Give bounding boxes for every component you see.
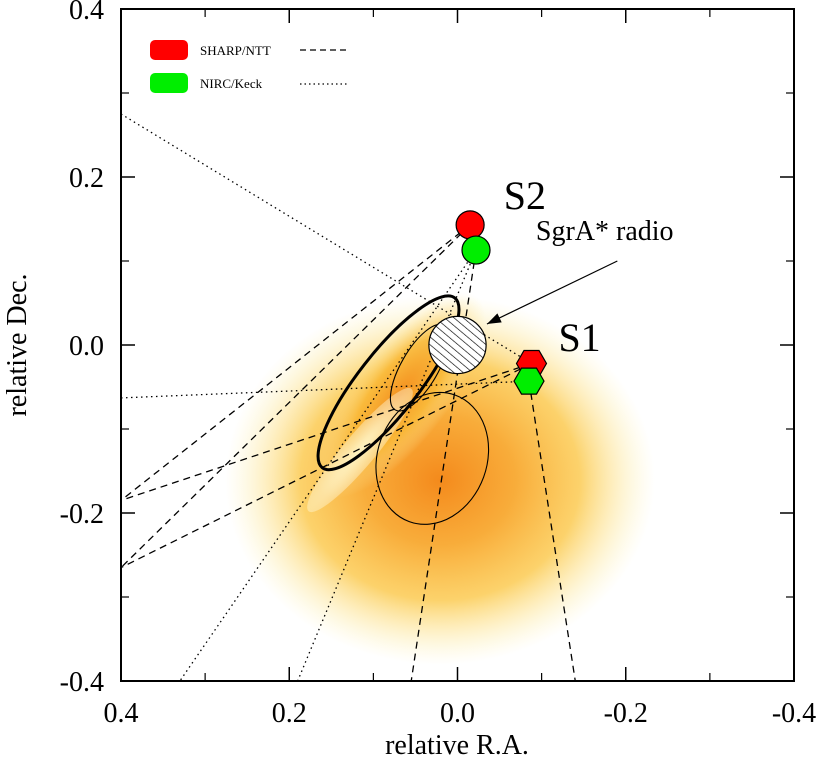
nirc-s1-marker (513, 367, 545, 395)
y-axis-title: relative Dec. (2, 273, 33, 416)
dashed-line (121, 362, 532, 569)
legend: SHARP/NTT NIRC/Keck (150, 40, 348, 93)
sgra-radio-marker (428, 315, 487, 375)
x-tick-label: -0.4 (772, 698, 816, 729)
legend-swatch-nirc (150, 73, 188, 93)
legend-entry-sharp: SHARP/NTT (150, 40, 348, 60)
dotted-line (179, 249, 477, 681)
dashed-line (121, 224, 471, 501)
legend-entry-nirc: NIRC/Keck (150, 73, 348, 93)
nirc-s2-marker (461, 235, 491, 265)
y-tick-label: 0.2 (69, 163, 104, 194)
marker-layer (428, 210, 548, 395)
x-tick-label: 0.0 (440, 698, 475, 729)
y-tick-label: -0.4 (60, 667, 104, 698)
y-tick-label: 0.4 (69, 0, 104, 26)
dashed-line (121, 362, 532, 502)
star-label-s2: S2 (504, 173, 546, 218)
y-tick-label: -0.2 (60, 499, 104, 530)
x-tick-label: -0.2 (604, 698, 648, 729)
legend-swatch-sharp (150, 40, 188, 60)
dotted-line (121, 380, 532, 399)
legend-label-nirc: NIRC/Keck (200, 76, 263, 91)
x-axis-title: relative R.A. (385, 730, 529, 761)
y-tick-label: 0.0 (69, 331, 104, 362)
sharp-s2-marker (455, 210, 485, 240)
dashed-line (121, 224, 471, 569)
sgra-radio-label: SgrA* radio (536, 216, 674, 247)
star-label-s1: S1 (558, 315, 600, 360)
sgra-arrow (486, 260, 618, 325)
legend-label-sharp: SHARP/NTT (200, 43, 271, 58)
dashed-line (528, 381, 576, 681)
x-tick-label: 0.2 (272, 698, 307, 729)
tick-layer: 0.4 0.2 0.0 -0.2 -0.40.40.20.0-0.2-0.4 (60, 0, 816, 729)
sgra-arrow-head (486, 313, 502, 324)
contour-thin (375, 391, 490, 525)
x-tick-label: 0.4 (104, 698, 139, 729)
